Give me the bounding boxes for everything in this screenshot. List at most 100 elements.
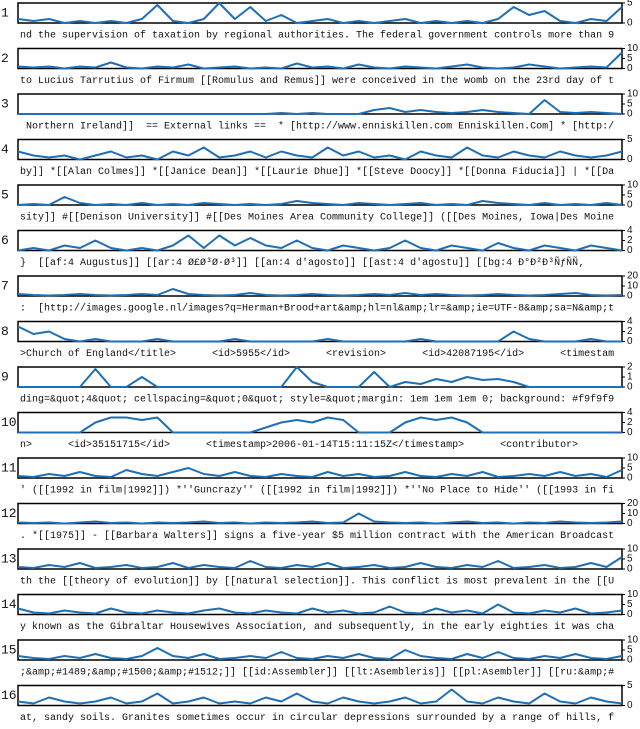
text-snippet: ding=&quot;4&quot; cellspacing=&quot;0&q… bbox=[20, 394, 614, 406]
plot-frame bbox=[17, 138, 623, 161]
y-tick-label: 10 bbox=[627, 635, 639, 646]
activation-line bbox=[17, 603, 623, 615]
plot-frame bbox=[17, 684, 623, 707]
y-tick-label: 2 bbox=[627, 362, 633, 373]
y-tick-label: 4 bbox=[627, 225, 633, 236]
y-tick-label: 10 bbox=[627, 544, 639, 555]
panel-index: 16 bbox=[1, 688, 17, 703]
y-tick-label: 20 bbox=[627, 271, 639, 282]
text-snippet: sity]] #[[Denison University]] #[[Des Mo… bbox=[20, 212, 614, 224]
plot-frame bbox=[17, 502, 623, 525]
y-tick-label: 0 bbox=[627, 245, 633, 256]
panel-index: 11 bbox=[1, 460, 17, 475]
panel-index: 4 bbox=[1, 142, 9, 157]
text-snippet: by]] *[[Alan Colmes]] *[[Janice Dean]] *… bbox=[20, 166, 614, 178]
y-tick-label: 0 bbox=[627, 564, 633, 575]
y-tick-label: 5 bbox=[627, 0, 633, 9]
y-tick-label: 0 bbox=[627, 382, 633, 393]
y-tick-label: 5 bbox=[627, 554, 633, 565]
y-tick-label: 5 bbox=[627, 645, 633, 656]
text-snippet: n> <id>35151715</id> <timestamp>2006-01-… bbox=[20, 439, 578, 451]
panel-index: 10 bbox=[1, 415, 17, 430]
text-snippet: th the [[theory of evolution]] by [[natu… bbox=[20, 576, 614, 588]
plot-frame bbox=[17, 411, 623, 434]
y-tick-label: 0 bbox=[627, 109, 633, 120]
panel-index: 5 bbox=[1, 187, 9, 202]
y-tick-label: 10 bbox=[627, 453, 639, 464]
plot-frame bbox=[17, 184, 623, 206]
y-tick-label: 0 bbox=[627, 200, 633, 211]
activation-line bbox=[17, 556, 623, 569]
activation-line bbox=[17, 234, 623, 252]
text-snippet: Northern Ireland]] == External links == … bbox=[20, 121, 614, 133]
y-tick-label: 0 bbox=[627, 63, 633, 74]
activation-line bbox=[17, 325, 622, 343]
y-tick-label: 1 bbox=[627, 372, 633, 383]
text-snippet: ;&amp;#1489;&amp;#1500;&amp;#1512;]] [[i… bbox=[20, 667, 614, 679]
activation-line bbox=[17, 512, 623, 525]
text-snippet: : [http://images.google.nl/images?q=Herm… bbox=[20, 303, 614, 315]
y-tick-label: 0 bbox=[627, 518, 633, 529]
activation-line bbox=[18, 99, 623, 115]
panel-index: 8 bbox=[1, 324, 9, 339]
activation-line bbox=[17, 51, 623, 70]
text-snippet: } [[af:4 Augustus]] [[ar:4 Ø£Ø³Ø·Ø³]] [[… bbox=[20, 256, 584, 269]
y-tick-label: 5 bbox=[627, 99, 633, 110]
activation-line bbox=[18, 366, 622, 388]
y-tick-label: 0 bbox=[627, 154, 633, 165]
panel-index: 12 bbox=[1, 506, 17, 521]
y-tick-label: 5 bbox=[627, 190, 633, 201]
panel-index: 6 bbox=[1, 233, 9, 248]
text-snippet: . *[[1975]] - [[Barbara Walters]] signs … bbox=[20, 530, 614, 542]
plot-frame bbox=[17, 275, 623, 297]
activation-line bbox=[17, 688, 623, 705]
y-tick-label: 0 bbox=[627, 427, 633, 438]
y-tick-label: 0 bbox=[627, 18, 633, 29]
text-snippet: ' ([[1992 in film|1992]]) *''Guncrazy'' … bbox=[20, 485, 614, 497]
y-tick-label: 20 bbox=[627, 498, 639, 509]
text-snippet: to Lucius Tarrutius of Firmum [[Romulus … bbox=[20, 75, 614, 87]
y-tick-label: 2 bbox=[627, 235, 633, 246]
y-tick-label: 2 bbox=[627, 326, 633, 337]
y-tick-label: 4 bbox=[627, 316, 633, 327]
panel-index: 14 bbox=[1, 597, 17, 612]
y-tick-label: 10 bbox=[627, 43, 639, 54]
y-tick-label: 4 bbox=[627, 407, 633, 418]
activation-line bbox=[17, 647, 623, 660]
y-tick-label: 5 bbox=[627, 134, 633, 145]
text-snippet: >Church of England</title> <id>5955</id>… bbox=[20, 348, 614, 360]
y-tick-label: 5 bbox=[627, 680, 633, 691]
y-tick-label: 10 bbox=[627, 508, 639, 519]
panel-index: 3 bbox=[1, 96, 9, 111]
y-tick-label: 10 bbox=[627, 89, 639, 100]
y-tick-label: 5 bbox=[627, 599, 633, 610]
panel-index: 13 bbox=[1, 551, 17, 566]
panel-index: 1 bbox=[1, 5, 9, 20]
text-snippet: at, sandy soils. Granites sometimes occu… bbox=[20, 712, 614, 724]
activation-line bbox=[17, 196, 623, 206]
y-tick-label: 5 bbox=[627, 463, 633, 474]
panel-index: 7 bbox=[1, 278, 9, 293]
y-tick-label: 10 bbox=[627, 180, 639, 191]
y-tick-label: 0 bbox=[627, 291, 633, 302]
panel-index: 15 bbox=[1, 642, 17, 657]
activation-line bbox=[17, 467, 623, 478]
activation-line bbox=[18, 416, 622, 434]
y-tick-label: 0 bbox=[627, 655, 633, 666]
y-tick-label: 5 bbox=[627, 53, 633, 64]
panel-index: 9 bbox=[1, 369, 9, 384]
y-tick-label: 2 bbox=[627, 417, 633, 428]
y-tick-label: 0 bbox=[627, 473, 633, 484]
y-tick-label: 0 bbox=[627, 700, 633, 711]
activation-line bbox=[17, 2, 623, 24]
y-tick-label: 0 bbox=[627, 609, 633, 620]
activation-line bbox=[17, 146, 623, 161]
text-snippet: nd the supervision of taxation by region… bbox=[20, 30, 614, 42]
text-snippet: y known as the Gibraltar Housewives Asso… bbox=[20, 621, 614, 633]
panel-index: 2 bbox=[1, 51, 9, 66]
y-tick-label: 10 bbox=[627, 281, 639, 292]
y-tick-label: 10 bbox=[627, 589, 639, 600]
activation-line bbox=[17, 288, 623, 297]
y-tick-label: 0 bbox=[627, 336, 633, 347]
